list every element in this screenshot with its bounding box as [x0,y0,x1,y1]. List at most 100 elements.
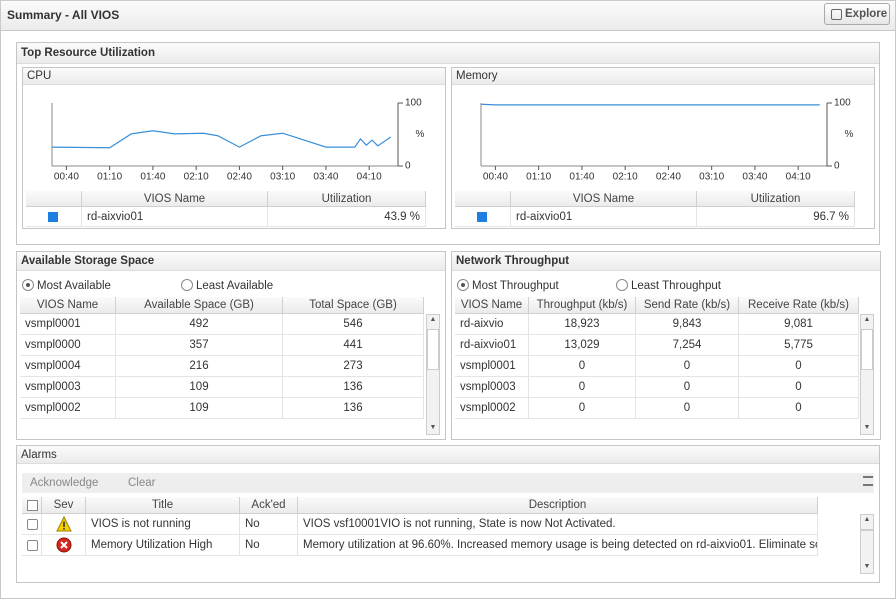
scroll-thumb[interactable] [427,329,439,370]
x-tick-label: 02:10 [613,172,638,183]
table-cell: 441 [283,335,424,356]
table-cell: rd-aixvio01 [455,335,529,356]
header-cell: Throughput (kb/s) [529,297,636,314]
explore-label[interactable]: Explore [845,8,888,20]
table-cell: 9,081 [739,314,859,335]
scroll-down[interactable]: ▼ [863,424,871,431]
radio[interactable] [22,279,34,291]
table-cell: vsmpl0001 [455,356,529,377]
cpu-panel-title: CPU [23,68,445,85]
x-tick-label: 03:40 [742,172,767,183]
scroll-down[interactable]: ▼ [863,563,871,570]
table-cell: Memory Utilization High [86,535,240,556]
table-cell: vsmpl0002 [455,398,529,419]
scroll-up[interactable]: ▲ [863,516,871,523]
header-checkbox[interactable] [27,500,38,511]
x-tick-label: 04:10 [786,172,811,183]
header-bar [0,0,896,31]
y-tick-label: 0 [834,161,840,172]
table-cell: 13,029 [529,335,636,356]
header-cell: VIOS Name [455,297,529,314]
table-cell: vsmpl0000 [20,335,116,356]
table-cell [22,514,42,535]
x-tick-label: 04:10 [357,172,382,183]
toolbar-action[interactable]: Acknowledge [30,477,99,489]
table-cell: 96.7 % [697,207,855,227]
table-cell: 0 [636,398,739,419]
legend-cell [455,207,511,227]
radio-label[interactable]: Least Throughput [631,280,721,292]
table-cell: 0 [529,398,636,419]
table-cell: rd-aixvio [455,314,529,335]
table-cell: 0 [739,356,859,377]
scroll-up[interactable]: ▲ [429,316,437,323]
y-axis-label: % [845,129,854,140]
legend-swatch [477,212,487,222]
top-resource-panel-title: Top Resource Utilization [17,43,879,64]
radio-label[interactable]: Least Available [196,280,274,292]
table-cell: 9,843 [636,314,739,335]
table-cell [22,535,42,556]
x-tick-label: 01:40 [140,172,165,183]
radio[interactable] [181,279,193,291]
header-cell: Utilization [697,191,855,207]
warning-dot [63,528,65,530]
y-tick-label: 0 [405,161,411,172]
y-axis-label: % [416,129,425,140]
scroll-thumb[interactable] [861,529,873,531]
critical-x [60,541,68,549]
header-cell: VIOS Name [82,191,268,207]
table-cell: 0 [636,356,739,377]
toolbar-action[interactable]: Clear [128,477,156,489]
x-tick-label: 03:40 [313,172,338,183]
legend-swatch [48,212,58,222]
table-cell: vsmpl0003 [455,377,529,398]
y-tick-label: 100 [405,98,422,109]
radio-label[interactable]: Most Throughput [472,280,559,292]
x-tick-label: 01:40 [569,172,594,183]
table-cell: 136 [283,377,424,398]
table-cell: 216 [116,356,283,377]
row-checkbox[interactable] [27,519,38,530]
table-cell: 0 [739,377,859,398]
table-cell: Memory utilization at 96.60%. Increased … [298,535,818,556]
table-cell: vsmpl0001 [20,314,116,335]
table-cell [42,514,86,535]
x-tick-label: 03:10 [270,172,295,183]
x-tick-label: 02:10 [184,172,209,183]
table-cell: 43.9 % [268,207,426,227]
network-panel-title: Network Throughput [452,252,880,271]
radio-label[interactable]: Most Available [37,280,111,292]
radio-dot [26,283,30,287]
severity-icon [56,537,72,553]
table-cell: No [240,514,298,535]
scroll-down[interactable]: ▼ [429,424,437,431]
table-cell: 5,775 [739,335,859,356]
row-checkbox[interactable] [27,540,38,551]
header-cell: Utilization [268,191,426,207]
table-cell: No [240,535,298,556]
header-cell: Send Rate (kb/s) [636,297,739,314]
alarms-toolbar [22,473,874,493]
table-cell: 0 [739,398,859,419]
radio[interactable] [457,279,469,291]
table-cell [42,535,86,556]
x-tick-label: 02:40 [656,172,681,183]
alarms-panel [16,445,880,583]
table-cell: 109 [116,398,283,419]
table-cell: rd-aixvio01 [82,207,268,227]
page-title: Summary - All VIOS [7,8,120,22]
scroll-up[interactable]: ▲ [863,316,871,323]
table-cell: VIOS vsf10001VIO is not running, State i… [298,514,818,535]
table-cell: 357 [116,335,283,356]
column-chooser[interactable] [863,476,873,486]
x-tick-label: 03:10 [699,172,724,183]
table-cell: 0 [529,356,636,377]
table-cell: vsmpl0002 [20,398,116,419]
header-cell: Sev [42,497,86,514]
radio[interactable] [616,279,628,291]
scroll-thumb[interactable] [861,329,873,370]
table-cell: 0 [529,377,636,398]
explore-button[interactable]: Explore [824,3,890,25]
